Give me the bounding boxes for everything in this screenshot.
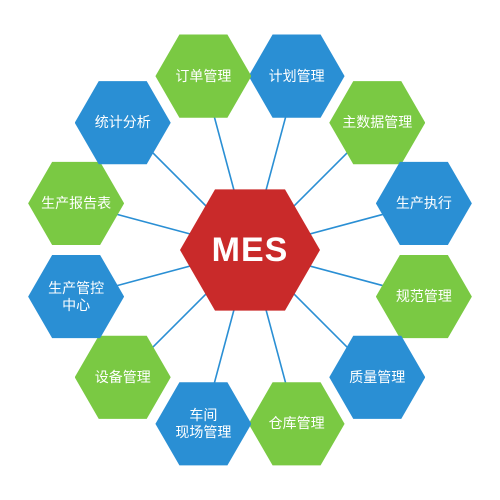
module-hex: 规范管理 [376, 249, 472, 345]
module-label: 主数据管理 [336, 114, 418, 131]
module-label: 车间 现场管理 [169, 407, 237, 441]
module-label: 仓库管理 [263, 415, 331, 432]
module-hex: 车间 现场管理 [155, 376, 251, 472]
module-hex: 质量管理 [329, 329, 425, 425]
module-hex: 计划管理 [249, 28, 345, 124]
module-label: 生产执行 [390, 195, 458, 212]
mes-diagram: MES 计划管理主数据管理生产执行规范管理质量管理仓库管理 车间 现场管理 设备管理 生… [0, 0, 500, 500]
module-hex: 设备管理 [75, 329, 171, 425]
module-hex: 生产报告表 [28, 155, 124, 251]
module-hex: 生产执行 [376, 155, 472, 251]
module-hex: 仓库管理 [249, 376, 345, 472]
module-label: 计划管理 [263, 68, 331, 85]
module-hex: 订单管理 [155, 28, 251, 124]
module-label: 生产报告表 [35, 195, 117, 212]
module-hex: 统计分析 [75, 75, 171, 171]
module-label: 规范管理 [390, 288, 458, 305]
center-label: MES [206, 230, 295, 271]
module-hex: 主数据管理 [329, 75, 425, 171]
module-label: 统计分析 [89, 114, 157, 131]
module-label: 质量管理 [343, 369, 411, 386]
center-hex: MES [180, 180, 320, 320]
module-label: 设备管理 [89, 369, 157, 386]
module-hex: 生产管控 中心 [28, 249, 124, 345]
module-label: 订单管理 [169, 68, 237, 85]
module-label: 生产管控 中心 [42, 280, 110, 314]
